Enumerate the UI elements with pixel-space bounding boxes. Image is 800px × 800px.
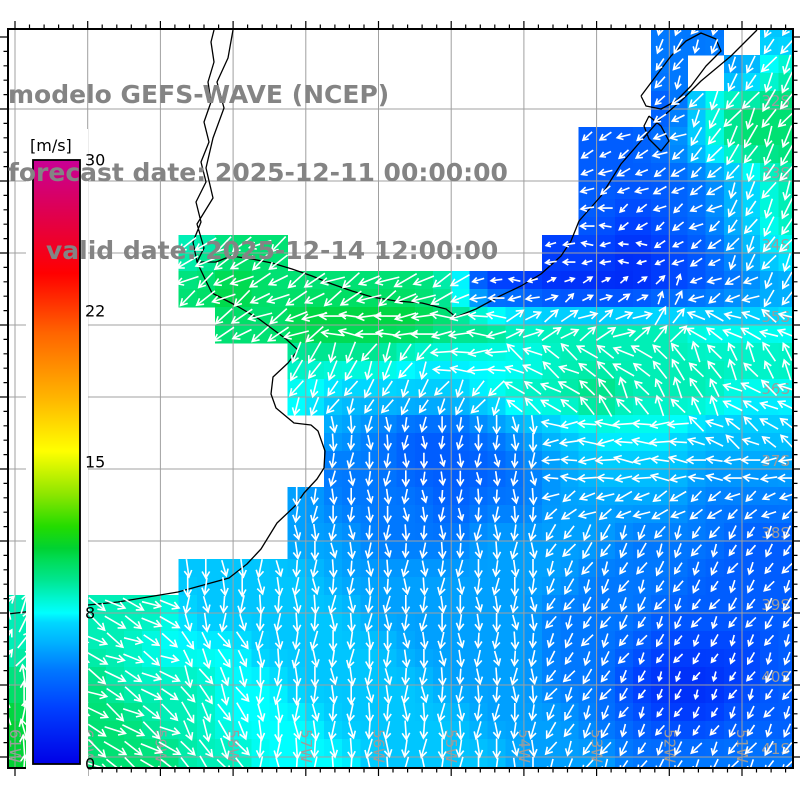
axis-ticks [0,21,800,776]
model-title: modelo GEFS-WAVE (NCEP) [8,80,390,109]
colorbar-tick-label: 30 [85,151,105,170]
chart-title-block: modelo GEFS-WAVE (NCEP) forecast date: 2… [8,30,508,316]
colorbar-tick-label: 0 [85,755,95,774]
lon-label: 52W [660,729,678,763]
wind-direction-arrows [8,29,793,768]
map-frame [7,28,794,769]
lon-label: 56W [370,729,388,763]
lat-label: 37S [761,452,790,470]
grid-lines [8,29,793,768]
lon-label: 57W [297,729,315,763]
colorbar-tick-label: 8 [85,604,95,623]
colorbar-unit-label: [m/s] [30,136,72,155]
forecast-date: forecast date: 2025-12-11 00:00:00 [8,158,508,187]
lon-label: 51W [733,729,751,763]
lon-label: 61W [6,729,24,763]
colorbar-tick-label: 22 [85,302,105,321]
lon-label: 54W [515,729,533,763]
lon-label: 55W [442,729,460,763]
lon-labels: 61W60W59W58W57W56W55W54W53W52W51W [6,729,751,763]
colorbar-gradient [32,159,81,765]
valid-date: valid date: 2025-12-14 12:00:00 [46,236,499,265]
colorbar-tick-label: 15 [85,453,105,472]
coastline [8,29,758,615]
lat-label: 40S [761,668,790,686]
colorbar: [m/s] 30 22 15 8 0 [26,129,105,777]
